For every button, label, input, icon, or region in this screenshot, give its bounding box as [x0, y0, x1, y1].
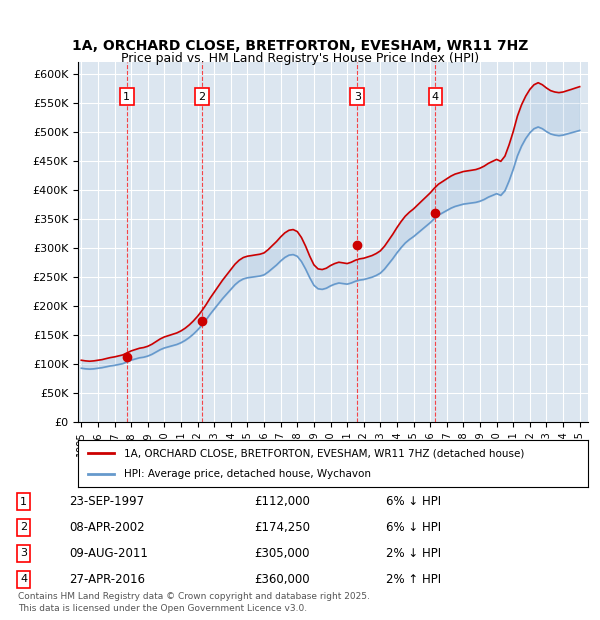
Text: 27-APR-2016: 27-APR-2016 — [70, 573, 146, 586]
Text: 09-AUG-2011: 09-AUG-2011 — [70, 547, 148, 560]
Text: HPI: Average price, detached house, Wychavon: HPI: Average price, detached house, Wych… — [124, 469, 371, 479]
Text: 1A, ORCHARD CLOSE, BRETFORTON, EVESHAM, WR11 7HZ: 1A, ORCHARD CLOSE, BRETFORTON, EVESHAM, … — [72, 40, 528, 53]
Text: £360,000: £360,000 — [254, 573, 310, 586]
Text: 1: 1 — [123, 92, 130, 102]
Text: 4: 4 — [20, 574, 27, 584]
Text: 23-SEP-1997: 23-SEP-1997 — [70, 495, 145, 508]
Text: £112,000: £112,000 — [254, 495, 310, 508]
Text: Price paid vs. HM Land Registry's House Price Index (HPI): Price paid vs. HM Land Registry's House … — [121, 52, 479, 64]
Text: 1A, ORCHARD CLOSE, BRETFORTON, EVESHAM, WR11 7HZ (detached house): 1A, ORCHARD CLOSE, BRETFORTON, EVESHAM, … — [124, 448, 524, 458]
Text: £174,250: £174,250 — [254, 521, 310, 534]
Text: 6% ↓ HPI: 6% ↓ HPI — [386, 521, 442, 534]
Text: 4: 4 — [432, 92, 439, 102]
Text: 2% ↑ HPI: 2% ↑ HPI — [386, 573, 442, 586]
Text: 3: 3 — [20, 549, 27, 559]
Text: 3: 3 — [354, 92, 361, 102]
Text: 2: 2 — [199, 92, 206, 102]
Text: £305,000: £305,000 — [254, 547, 310, 560]
Text: 2% ↓ HPI: 2% ↓ HPI — [386, 547, 442, 560]
Text: 6% ↓ HPI: 6% ↓ HPI — [386, 495, 442, 508]
Text: 08-APR-2002: 08-APR-2002 — [70, 521, 145, 534]
Text: 1: 1 — [20, 497, 27, 507]
Text: 2: 2 — [20, 523, 27, 533]
Text: Contains HM Land Registry data © Crown copyright and database right 2025.
This d: Contains HM Land Registry data © Crown c… — [18, 591, 370, 613]
